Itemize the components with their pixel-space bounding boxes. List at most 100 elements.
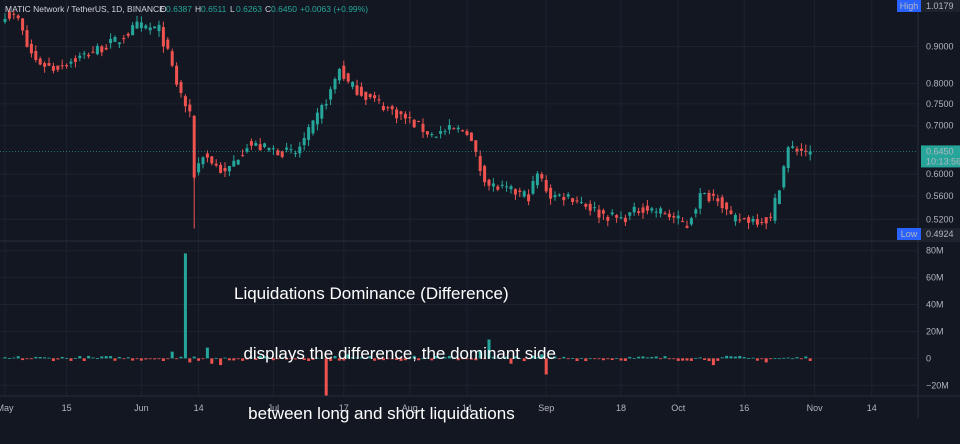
time-tick-label: Sep <box>538 403 554 413</box>
candle-body <box>78 55 82 59</box>
liquidation-bar <box>474 358 478 361</box>
liquidation-bar <box>584 358 588 362</box>
liquidation-bar <box>452 357 456 359</box>
candle-body <box>773 197 777 221</box>
time-tick-label: Aug <box>402 403 418 413</box>
candle-body <box>615 215 619 218</box>
candle-body <box>324 104 328 106</box>
liquidation-bar <box>478 350 482 359</box>
liquidation-bar <box>386 358 390 360</box>
candle-body <box>73 58 77 62</box>
liquidation-bar <box>412 355 416 359</box>
candle-body <box>562 196 566 201</box>
liquidation-bar <box>804 356 808 359</box>
ohlc-value: 0.6450 <box>271 4 297 14</box>
candle-body <box>478 156 482 172</box>
liquidation-bar <box>716 358 720 361</box>
candle-body <box>241 155 245 157</box>
liquidation-bar <box>298 358 302 360</box>
candle-body <box>179 82 183 93</box>
candle-body <box>430 134 434 136</box>
candle-body <box>694 209 698 214</box>
liquidation-bar <box>289 358 293 360</box>
liquidation-bar <box>632 358 636 359</box>
liquidation-bar <box>491 356 495 359</box>
time-tick-label: 14 <box>194 403 204 413</box>
low-label: Low <box>901 229 918 239</box>
liquidation-bar <box>144 358 148 360</box>
candle-body <box>337 68 341 81</box>
candle-body <box>21 18 25 31</box>
candle-body <box>34 50 38 60</box>
liquidation-bar <box>544 358 548 375</box>
candle-body <box>417 121 421 123</box>
candle-body <box>267 147 271 151</box>
candle-body <box>496 186 500 190</box>
candle-body <box>465 131 469 135</box>
candle-body <box>689 218 693 225</box>
candle-body <box>667 213 671 218</box>
time-axis[interactable]: May 15 Jun 14 Jul 17 Aug 14 Sep 18 Oct 16 Nov 14 <box>0 403 877 413</box>
candle-body <box>808 151 812 155</box>
liquidation-bar <box>557 358 561 360</box>
liquidation-bar <box>249 357 253 359</box>
chart-canvas[interactable]: 0.9000 0.8000 0.7500 0.7000 0.6000 0.5600 0.52… <box>0 0 960 418</box>
candle-body <box>593 207 597 209</box>
candle-body <box>711 193 715 196</box>
liquidation-bar <box>153 358 157 360</box>
candle-body <box>747 217 751 223</box>
candle-body <box>588 203 592 211</box>
liquidation-bar <box>122 358 126 360</box>
liquidation-bars <box>3 253 812 397</box>
candle-body <box>386 107 390 109</box>
liq-tick-label: 80M <box>926 246 944 256</box>
candle-body <box>7 11 11 19</box>
price-axis[interactable]: 0.9000 0.8000 0.7500 0.7000 0.6000 0.5600 0.52… <box>926 41 954 224</box>
candle-body <box>421 123 425 132</box>
candle-body <box>148 27 152 31</box>
candle-body <box>87 54 91 57</box>
candle-body <box>359 86 363 96</box>
candle-body <box>698 193 702 209</box>
liquidation-bar <box>791 358 795 360</box>
liquidations-axis[interactable]: 80M 60M 40M 20M 0 −20M <box>926 246 949 391</box>
candle-body <box>47 63 51 66</box>
candle-body <box>729 210 733 214</box>
liquidation-bar <box>69 358 73 361</box>
high-label: High <box>900 1 919 11</box>
candle-body <box>755 219 759 225</box>
candle-body <box>100 46 104 53</box>
liquidation-bar <box>685 358 689 361</box>
candle-body <box>461 130 465 132</box>
liquidation-bar <box>808 358 812 361</box>
candle-body <box>487 179 491 186</box>
liquidation-bar <box>12 357 16 359</box>
liquidation-bar <box>425 357 429 359</box>
candle-body <box>483 165 487 183</box>
liq-tick-label: 20M <box>926 326 944 336</box>
liquidation-bar <box>469 358 473 360</box>
liquidation-bar <box>135 358 139 360</box>
liquidation-bar <box>720 357 724 359</box>
liquidation-bar <box>179 356 183 359</box>
liquidation-bar <box>346 354 350 359</box>
liquidation-bar <box>7 357 11 359</box>
candle-body <box>364 91 368 100</box>
liquidation-bar <box>381 358 385 361</box>
candle-body <box>368 94 372 98</box>
candle-body <box>764 217 768 224</box>
ohlc-label: C <box>265 4 271 14</box>
liquidation-bar <box>782 357 786 359</box>
candle-body <box>632 206 636 213</box>
candle-body <box>751 218 755 222</box>
liquidation-bar <box>522 358 526 362</box>
candle-body <box>513 189 517 195</box>
candle-body <box>285 147 289 150</box>
candle-body <box>566 194 570 197</box>
liquidation-bar <box>610 358 614 361</box>
symbol-title[interactable]: MATIC Network / TetherUS, 1D, BINANCE <box>5 4 165 14</box>
low-value: 0.4924 <box>926 229 954 239</box>
liquidation-bar <box>285 358 289 360</box>
candle-body <box>109 38 113 44</box>
candle-body <box>707 192 711 202</box>
